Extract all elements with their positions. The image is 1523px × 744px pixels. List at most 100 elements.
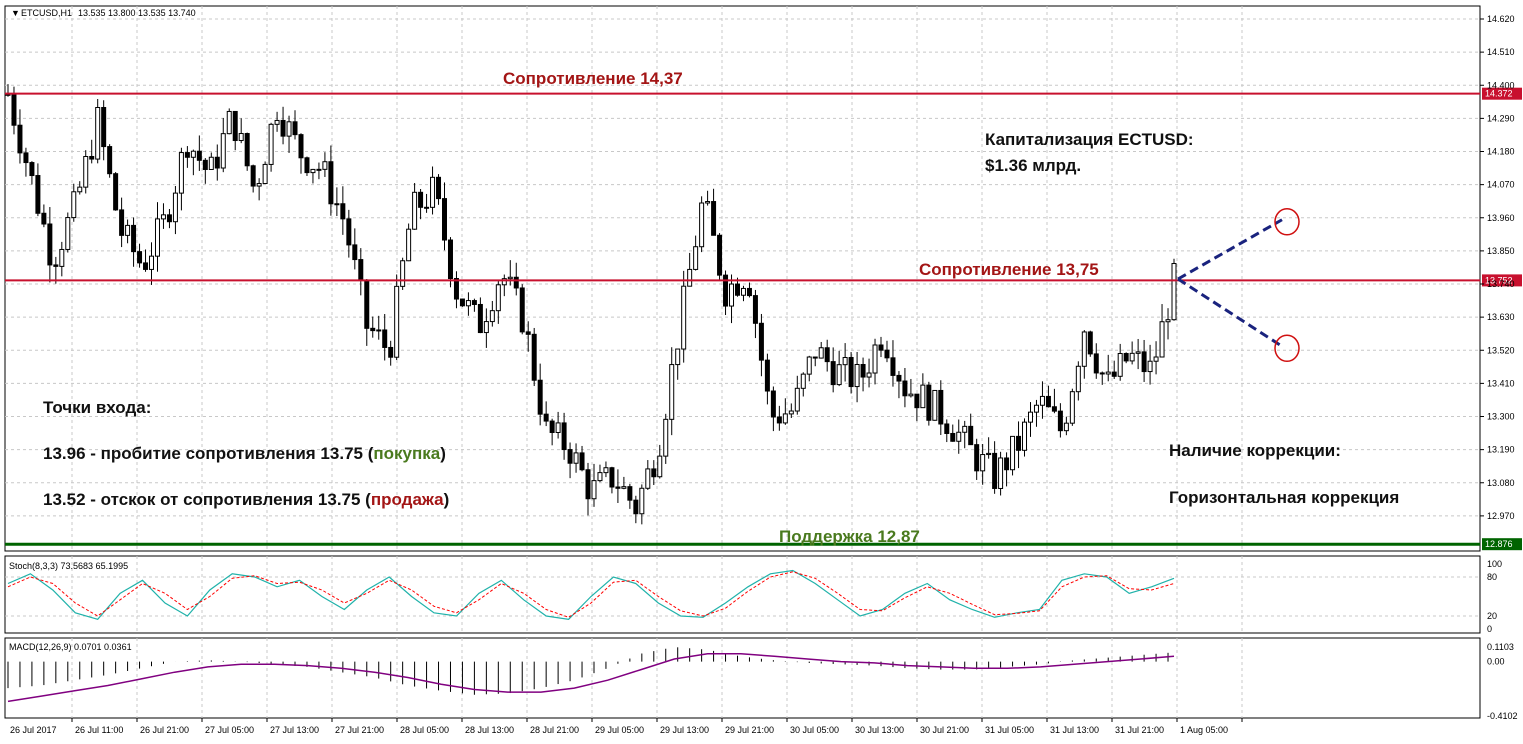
panel-frames bbox=[4, 5, 1481, 719]
candle-body-down bbox=[711, 201, 717, 236]
candle bbox=[938, 380, 944, 436]
candle-body-up bbox=[483, 321, 489, 334]
candle-body-down bbox=[1051, 406, 1057, 412]
candle bbox=[1063, 416, 1069, 436]
candle-body-down bbox=[896, 374, 902, 382]
price-tick-label: 13.850 bbox=[1487, 246, 1515, 256]
candle bbox=[83, 150, 89, 194]
resistance-price-tag-0 bbox=[1482, 87, 1522, 100]
candle-body-down bbox=[35, 175, 41, 214]
candle-body-up bbox=[238, 133, 244, 142]
candle bbox=[172, 186, 178, 235]
candle-body-up bbox=[693, 246, 699, 270]
candle bbox=[190, 149, 196, 176]
entry-2: 13.52 - отскок от сопротивления 13.75 (п… bbox=[43, 490, 449, 509]
candle bbox=[806, 355, 812, 382]
candle bbox=[651, 460, 657, 486]
price-tick-label: 13.630 bbox=[1487, 312, 1515, 322]
candle-body-down bbox=[717, 234, 723, 276]
candle-body-up bbox=[836, 364, 842, 386]
candle-body-up bbox=[322, 161, 328, 170]
candle bbox=[764, 353, 770, 405]
stoch-signal-line bbox=[7, 571, 1175, 618]
candle-body-down bbox=[651, 468, 657, 478]
candle bbox=[878, 336, 884, 358]
candle bbox=[1057, 403, 1063, 438]
candle-body-up bbox=[220, 133, 226, 169]
candle-body-down bbox=[137, 251, 143, 264]
candle-body-down bbox=[1093, 353, 1099, 374]
candle-body-up bbox=[573, 452, 579, 464]
candle bbox=[1165, 308, 1171, 340]
candle-body-down bbox=[944, 423, 950, 434]
level-lines[interactable]: 14.372 13.752 12.876 bbox=[5, 87, 1522, 551]
candle-body-down bbox=[424, 206, 430, 209]
candle-body-up bbox=[788, 410, 794, 415]
candle-body-down bbox=[824, 347, 830, 363]
candle bbox=[430, 166, 436, 215]
candle-body-up bbox=[962, 425, 968, 433]
candle-body-up bbox=[268, 123, 274, 165]
candle bbox=[160, 203, 166, 229]
capitalization-title: Капитализация ECTUSD: bbox=[985, 130, 1194, 149]
candle bbox=[71, 183, 77, 222]
candle bbox=[196, 135, 202, 171]
candle-body-up bbox=[854, 363, 860, 388]
candle bbox=[41, 204, 47, 228]
candle-body-down bbox=[250, 165, 256, 187]
resistance-price-tag-1 bbox=[1482, 274, 1522, 287]
symbol-label: ETCUSD,H1 bbox=[21, 8, 72, 18]
scenario-arrow-up bbox=[1177, 218, 1283, 281]
price-tick-label: 13.300 bbox=[1487, 412, 1515, 422]
candle-body-up bbox=[1081, 331, 1087, 367]
candle-body-up bbox=[77, 186, 83, 193]
candle bbox=[962, 420, 968, 449]
candle bbox=[687, 252, 693, 287]
candle-body-down bbox=[968, 425, 974, 446]
candle-body-up bbox=[507, 276, 513, 280]
candle-body-up bbox=[555, 422, 561, 433]
candle bbox=[23, 147, 29, 177]
candle-body-down bbox=[992, 452, 998, 489]
candle bbox=[340, 186, 346, 235]
candle-body-down bbox=[328, 161, 334, 205]
candle-body-down bbox=[364, 279, 370, 329]
candle bbox=[107, 144, 113, 178]
candle-body-up bbox=[1022, 421, 1028, 451]
price-tick-label: 13.410 bbox=[1487, 378, 1515, 388]
candle-body-up bbox=[621, 486, 627, 489]
candle bbox=[693, 235, 699, 271]
candle bbox=[926, 381, 932, 426]
candle-body-down bbox=[878, 344, 884, 351]
candle-body-down bbox=[477, 303, 483, 334]
candle bbox=[310, 168, 316, 184]
dropdown-triangle-icon[interactable]: ▼ bbox=[11, 8, 20, 18]
candle bbox=[483, 308, 489, 348]
candle bbox=[770, 386, 776, 432]
candle-body-up bbox=[412, 191, 418, 230]
candle bbox=[794, 375, 800, 415]
candle-body-down bbox=[17, 124, 23, 154]
candle bbox=[890, 340, 896, 387]
candle bbox=[561, 412, 567, 460]
candle bbox=[131, 217, 137, 267]
candle bbox=[1010, 435, 1016, 476]
candle-body-down bbox=[11, 94, 17, 126]
candle-body-down bbox=[352, 244, 358, 261]
candle-body-down bbox=[418, 191, 424, 208]
price-tick-label: 13.190 bbox=[1487, 445, 1515, 455]
candle bbox=[1022, 418, 1028, 457]
candle bbox=[364, 278, 370, 346]
candle-body-up bbox=[1159, 321, 1165, 358]
candle bbox=[1045, 385, 1051, 408]
stoch-tick-label: 0 bbox=[1487, 624, 1492, 634]
price-tick-label: 13.080 bbox=[1487, 478, 1515, 488]
candle bbox=[1087, 330, 1093, 357]
candle-body-up bbox=[65, 217, 71, 250]
candle bbox=[645, 460, 651, 490]
candle-body-down bbox=[232, 110, 238, 142]
support-1287-label: Поддержка 12,87 bbox=[779, 527, 920, 546]
candle bbox=[1027, 402, 1033, 437]
candle-body-up bbox=[932, 389, 938, 421]
